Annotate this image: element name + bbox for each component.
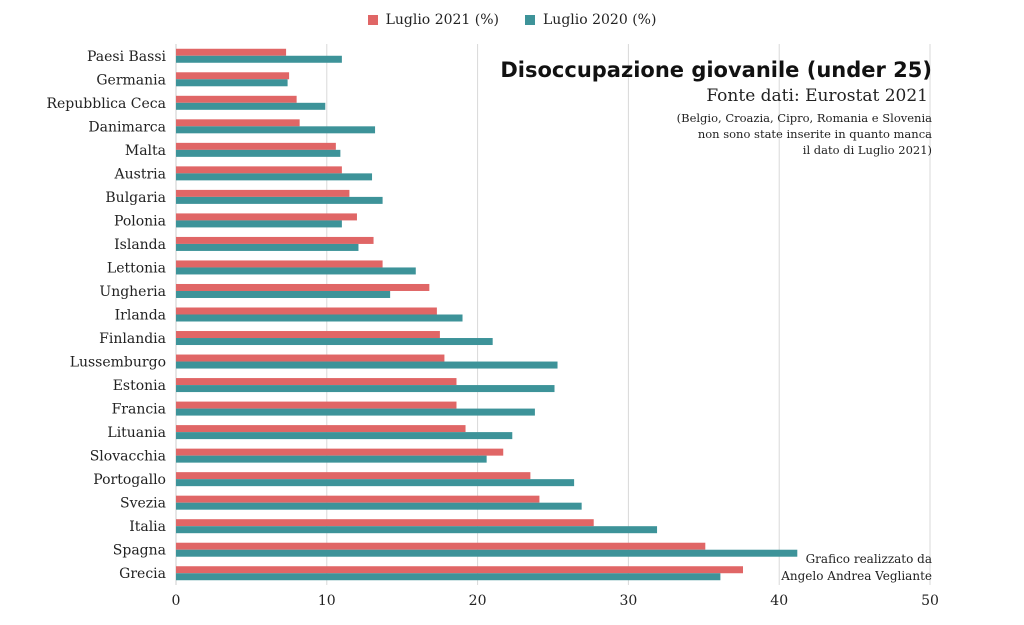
bar-2020: [176, 290, 391, 298]
bar-2021: [176, 566, 744, 574]
category-label: Danimarca: [88, 119, 166, 135]
bar-2021: [176, 331, 440, 339]
category-label: Malta: [125, 143, 166, 159]
note-line: non sono state inserite in quanto manca: [697, 127, 932, 141]
legend-swatch-2021: [367, 15, 378, 25]
category-label: Portogallo: [93, 472, 166, 488]
bar-2021: [176, 260, 383, 268]
note-line: il dato di Luglio 2021): [802, 143, 932, 157]
category-label: Ungheria: [99, 284, 166, 300]
bar-2020: [176, 102, 326, 110]
bar-2021: [176, 472, 531, 480]
bar-2021: [176, 166, 342, 174]
legend-label-2020: Luglio 2020 (%): [543, 12, 657, 28]
x-tick-label: 0: [172, 593, 181, 609]
category-label: Germania: [96, 72, 166, 88]
bar-2020: [176, 149, 341, 157]
category-label: Repubblica Ceca: [46, 96, 166, 112]
bar-2020: [176, 479, 575, 487]
category-label: Polonia: [114, 213, 166, 229]
bar-2021: [176, 236, 374, 244]
bar-2020: [176, 79, 288, 87]
credit-line: Grafico realizzato da: [805, 552, 932, 566]
chart-title: Disoccupazione giovanile (under 25): [500, 58, 932, 82]
bar-2020: [176, 526, 658, 534]
x-tick-label: 30: [619, 593, 637, 609]
bar-2021: [176, 448, 504, 456]
bar-2021: [176, 213, 357, 221]
category-label: Spagna: [113, 543, 166, 559]
bar-2020: [176, 243, 359, 251]
bar-2020: [176, 173, 373, 181]
category-label: Grecia: [119, 566, 166, 582]
bar-2021: [176, 142, 336, 150]
bar-2020: [176, 220, 342, 228]
bar-2021: [176, 95, 297, 103]
category-label: Irlanda: [115, 308, 166, 324]
note-line: (Belgio, Croazia, Cipro, Romania e Slove…: [676, 111, 932, 125]
bar-2021: [176, 72, 290, 80]
bar-2021: [176, 48, 287, 56]
category-label: Paesi Bassi: [87, 49, 167, 65]
category-label: Lussemburgo: [70, 355, 166, 371]
chart-credit: Grafico realizzato da Angelo Andrea Vegl…: [781, 551, 932, 585]
bar-2021: [176, 307, 437, 315]
x-tick-label: 20: [469, 593, 487, 609]
bar-2021: [176, 283, 430, 291]
category-label: Islanda: [114, 237, 166, 253]
x-tick-label: 10: [318, 593, 336, 609]
legend-item-2020: Luglio 2020 (%): [525, 12, 656, 28]
bar-2021: [176, 519, 594, 527]
bar-2020: [176, 408, 535, 416]
bar-2020: [176, 196, 383, 204]
bar-2020: [176, 502, 582, 510]
category-label: Bulgaria: [105, 190, 166, 206]
bar-2021: [176, 542, 706, 550]
category-label: Estonia: [113, 378, 166, 394]
bar-2020: [176, 55, 342, 63]
category-label: Lituania: [107, 425, 166, 441]
category-label: Italia: [129, 519, 166, 535]
category-label: Slovacchia: [90, 449, 166, 465]
bar-2021: [176, 119, 300, 127]
legend-item-2021: Luglio 2021 (%): [367, 12, 499, 28]
bar-2020: [176, 573, 721, 581]
category-label: Lettonia: [107, 260, 166, 276]
bar-2020: [176, 338, 493, 346]
x-tick-label: 50: [921, 593, 939, 609]
bar-2020: [176, 385, 555, 393]
bar-2021: [176, 401, 457, 409]
category-label: Francia: [112, 402, 166, 418]
bar-2020: [176, 126, 376, 134]
bar-2021: [176, 189, 350, 197]
chart-subtitle: Fonte dati: Eurostat 2021: [706, 86, 928, 106]
bar-2020: [176, 455, 487, 463]
x-tick-label: 40: [770, 593, 788, 609]
legend-label-2021: Luglio 2021 (%): [385, 12, 499, 28]
bar-2020: [176, 432, 513, 440]
legend: Luglio 2021 (%) Luglio 2020 (%): [0, 12, 1024, 28]
chart-note: (Belgio, Croazia, Cipro, Romania e Slove…: [677, 110, 932, 158]
bar-2020: [176, 361, 558, 369]
legend-swatch-2020: [525, 15, 535, 25]
category-label: Austria: [114, 166, 166, 182]
bar-2020: [176, 267, 416, 275]
bar-2021: [176, 378, 457, 386]
category-label: Finlandia: [99, 331, 166, 347]
category-label: Svezia: [120, 496, 166, 512]
credit-line: Angelo Andrea Vegliante: [781, 569, 932, 583]
bar-2021: [176, 354, 445, 362]
bar-2020: [176, 314, 463, 322]
bar-2021: [176, 425, 466, 433]
bar-2020: [176, 549, 798, 557]
bar-2021: [176, 495, 540, 503]
